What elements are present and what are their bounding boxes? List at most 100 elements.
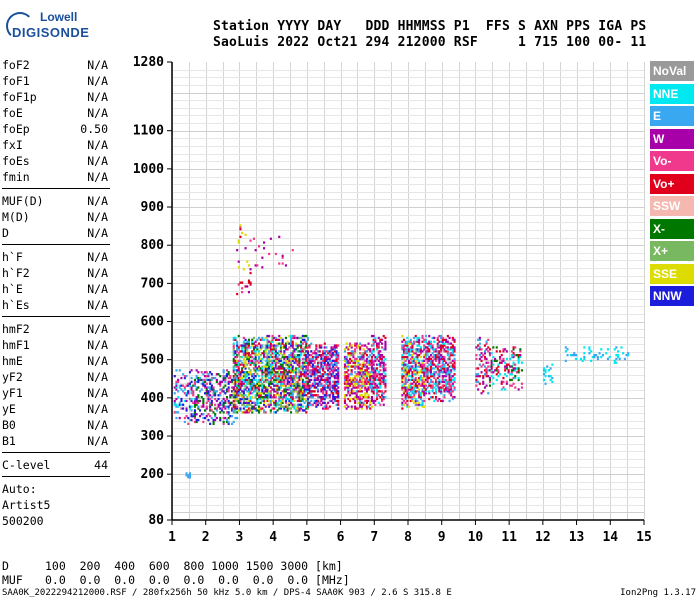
echo-point: [330, 392, 333, 395]
echo-point: [269, 348, 272, 351]
echo-point: [436, 373, 439, 376]
echo-point: [286, 342, 289, 345]
echo-point: [209, 397, 212, 401]
echo-point: [295, 355, 298, 359]
echo-point: [414, 382, 417, 385]
echo-point: [418, 363, 421, 366]
echo-point: [254, 346, 257, 349]
echo-point: [438, 373, 441, 376]
echo-point: [369, 403, 372, 406]
echo-point: [264, 380, 267, 383]
echo-point: [446, 334, 449, 338]
echo-point: [379, 386, 382, 389]
echo-point: [350, 371, 353, 374]
echo-point: [335, 346, 338, 349]
echo-point: [423, 338, 426, 341]
echo-point: [372, 388, 375, 391]
echo-point: [210, 396, 213, 399]
echo-point: [271, 340, 274, 343]
echo-point: [369, 380, 372, 383]
echo-point: [337, 386, 340, 389]
echo-point: [278, 350, 281, 353]
echo-point: [485, 348, 488, 351]
echo-point: [177, 396, 180, 399]
echo-point: [251, 352, 254, 355]
echo-point: [242, 382, 245, 385]
echo-point: [411, 382, 414, 385]
echo-point: [264, 405, 267, 408]
echo-point: [264, 376, 267, 380]
echo-point: [404, 382, 407, 385]
echo-point: [214, 394, 217, 397]
echo-point: [249, 397, 252, 401]
echo-point: [254, 361, 257, 364]
param-row: hmF1 N/A: [2, 338, 110, 354]
echo-point: [264, 346, 267, 349]
echo-point: [278, 407, 281, 410]
echo-point: [264, 390, 267, 393]
echo-point: [311, 382, 314, 385]
echo-point: [426, 350, 429, 353]
echo-point: [384, 375, 387, 378]
echo-point: [315, 405, 318, 408]
echo-point: [428, 392, 431, 395]
echo-point: [436, 354, 439, 357]
echo-point: [413, 392, 416, 395]
echo-point: [269, 392, 272, 395]
echo-point: [370, 359, 373, 362]
echo-point: [237, 401, 240, 404]
echo-point: [261, 407, 264, 410]
echo-point: [281, 262, 284, 265]
echo-point: [448, 390, 451, 393]
echo-point: [494, 369, 497, 372]
echo-point: [193, 409, 196, 412]
echo-point: [343, 399, 346, 403]
echo-point: [349, 378, 352, 382]
echo-point: [443, 348, 446, 351]
echo-point: [379, 403, 382, 406]
echo-point: [404, 359, 407, 362]
echo-point: [381, 357, 384, 361]
x-tick-label: 14: [602, 530, 618, 545]
echo-point: [409, 338, 412, 341]
echo-point: [237, 352, 240, 355]
echo-point: [441, 375, 444, 378]
echo-point: [451, 344, 454, 347]
echo-point: [274, 376, 277, 380]
echo-point: [266, 355, 269, 359]
echo-point: [497, 375, 500, 378]
echo-point: [322, 396, 325, 399]
echo-point: [413, 401, 416, 404]
echo-point: [450, 378, 453, 382]
echo-point: [337, 373, 340, 376]
echo-point: [421, 363, 424, 366]
echo-point: [347, 348, 350, 351]
echo-point: [431, 375, 434, 378]
echo-point: [357, 396, 360, 399]
param-value: N/A: [87, 402, 108, 416]
echo-point: [416, 384, 419, 387]
echo-point: [349, 357, 352, 361]
echo-point: [488, 348, 491, 351]
echo-point: [290, 378, 293, 382]
echo-point: [264, 411, 267, 414]
echo-point: [384, 336, 387, 340]
echo-point: [306, 384, 309, 387]
echo-point: [360, 375, 363, 378]
echo-point: [298, 355, 301, 359]
echo-point: [328, 382, 331, 385]
echo-point: [274, 363, 277, 366]
echo-point: [266, 342, 269, 345]
echo-point: [364, 350, 367, 353]
echo-point: [313, 378, 316, 382]
echo-point: [207, 396, 210, 399]
echo-point: [448, 373, 451, 376]
echo-point: [295, 371, 298, 374]
echo-point: [239, 392, 242, 395]
echo-point: [271, 363, 274, 366]
echo-point: [283, 405, 286, 408]
echo-point: [435, 390, 438, 393]
echo-point: [320, 355, 323, 359]
echo-point: [382, 397, 385, 401]
echo-point: [488, 380, 491, 383]
